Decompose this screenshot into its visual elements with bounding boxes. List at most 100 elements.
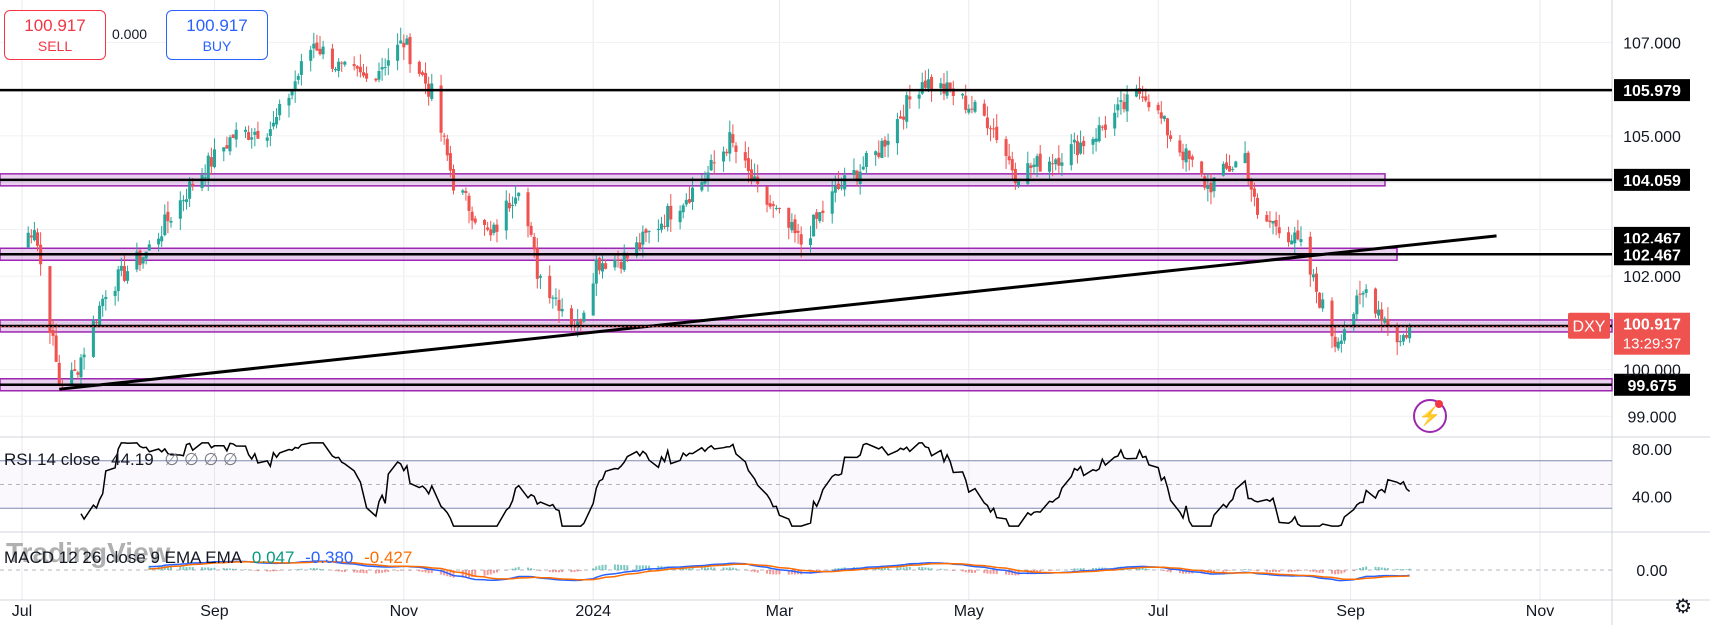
candle-body [185,199,189,203]
candle-body [1209,182,1213,193]
macd-histogram-bar [554,570,557,573]
candle-body [905,95,909,122]
buy-button[interactable]: 100.917 BUY [166,10,268,60]
macd-histogram-bar [617,564,620,570]
candle-body [1147,101,1151,108]
candle-body [135,251,139,270]
candle-body [296,76,300,80]
rsi-band [0,460,1612,509]
macd-histogram-bar [1048,570,1051,572]
macd-histogram-bar [1256,570,1259,572]
macd-histogram-bar [576,570,579,572]
candle-body [101,298,105,307]
rsi-pane: 40.00 80.00 [0,442,1672,527]
price-tick-label: 107.000 [1623,35,1681,52]
candle-body [271,122,275,127]
last-price-label: 100.917 [1623,317,1681,334]
level-price-label: 99.675 [1628,378,1677,395]
macd-histogram-bar [182,566,185,570]
candle-body [833,186,837,193]
macd-legend[interactable]: MACD 12 26 close 9 EMA EMA 0.047 -0.380 … [4,548,412,568]
macd-histogram-bar [1026,570,1029,575]
candle-body [408,36,412,65]
candle-body [582,312,586,322]
candle-body [917,94,921,99]
candle-body [470,211,474,221]
candle-body [514,197,518,204]
macd-histogram-bar [986,570,989,574]
candle-body [1035,156,1039,167]
candle-body [1333,336,1337,347]
macd-histogram-bar [204,567,207,570]
rsi-legend[interactable]: RSI 14 close 44.19 ∅ ∅ ∅ ∅ [4,450,238,470]
candle-body [743,152,747,161]
macd-histogram-bar [1222,570,1225,573]
macd-histogram-bar [207,567,210,570]
macd-histogram-bar [626,565,629,570]
price-axis[interactable]: 99.000 100.000 102.000 105.000 107.000 DXY 100… [1568,35,1690,426]
sell-button[interactable]: 100.917 SELL [4,10,106,60]
macd-histogram-bar [384,570,387,573]
macd-histogram-bar [300,568,303,570]
macd-histogram-bar [548,570,551,573]
macd-histogram-bar [1166,570,1169,572]
candle-body [989,128,993,130]
lightning-icon[interactable]: ⚡ [1413,399,1447,433]
macd-histogram-bar [235,568,238,570]
macd-histogram-bar [834,568,837,570]
candle-body [579,318,583,325]
candle-body [768,203,772,207]
candle-body [722,151,726,162]
candle-body [691,187,695,202]
macd-histogram-bar [536,570,539,571]
level-price-label-bg [1614,168,1690,191]
time-axis[interactable]: Jul Sep Nov 2024 Mar May Jul Sep Nov [12,603,1554,620]
macd-histogram-bar [691,567,694,570]
macd-histogram-bar [1399,569,1402,570]
candle-body [1082,140,1086,147]
candle-body [1141,96,1145,98]
macd-histogram-bar [1036,570,1039,572]
macd-histogram-bar [1079,568,1082,570]
macd-histogram-bar [579,570,582,571]
macd-histogram-bar [573,570,576,573]
candle-body [560,308,564,312]
gear-icon[interactable]: ⚙ [1674,596,1692,618]
candle-body [29,235,33,238]
candle-body [293,81,297,91]
candle-body [104,296,108,300]
candle-body [1265,214,1269,222]
candle-body [840,187,844,189]
candle-body [964,95,968,110]
macd-histogram-bar [644,565,647,570]
candle-body [908,96,912,100]
candle-body [532,236,536,250]
macd-histogram-bar [558,570,561,573]
candle-body [116,269,120,292]
candle-body [604,263,608,269]
macd-histogram-bar [713,567,716,570]
macd-histogram-bar [1144,568,1147,570]
macd-histogram-bar [766,570,769,574]
macd-histogram-bar [253,570,256,571]
candle-body [1122,101,1126,110]
candle-body [1339,340,1343,344]
macd-histogram-bar [1355,569,1358,570]
candle-body [920,82,924,94]
candle-body [330,48,334,69]
candle-body [1271,221,1275,224]
macd-histogram-bar [840,567,843,570]
macd-histogram-bar [918,567,921,570]
macd-histogram-bar [561,570,564,573]
macd-histogram-bar [1299,570,1302,571]
candle-body [926,79,930,89]
last-price-tag-bg [1614,312,1690,355]
candle-body [538,275,542,278]
candle-body [1079,142,1083,154]
macd-histogram-bar [778,570,781,575]
macd-histogram-bar [188,566,191,570]
macd-histogram-bar [666,566,669,570]
macd-histogram-bar [908,566,911,570]
